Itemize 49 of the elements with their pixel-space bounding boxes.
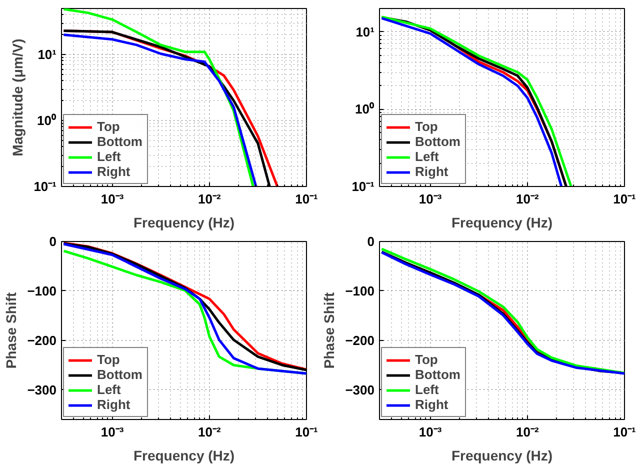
y-tick-label: −100 [27, 283, 57, 298]
legend-label: Right [415, 164, 448, 179]
legend-label: Bottom [97, 367, 142, 382]
x-tick-label: 10⁻² [198, 424, 222, 440]
legend-label: Left [97, 382, 121, 397]
legend-label: Top [415, 119, 438, 134]
x-axis-title: Frequency (Hz) [133, 448, 235, 464]
x-tick-label: 10⁻¹ [613, 192, 636, 206]
y-tick-label: 0 [49, 234, 57, 249]
legend-label: Left [415, 149, 439, 164]
legend-label: Bottom [415, 367, 460, 382]
legend-label: Right [97, 164, 130, 179]
legend-label: Right [415, 397, 448, 412]
y-tick-label: −300 [27, 382, 57, 398]
legend-label: Left [415, 382, 439, 397]
x-tick-label: 10⁻² [516, 424, 540, 440]
y-axis-title: Phase Shift [3, 292, 20, 369]
x-axis-title: Frequency (Hz) [451, 448, 553, 464]
legend-label: Top [97, 119, 120, 134]
x-tick-label: 10⁻³ [100, 424, 124, 440]
legend-label: Top [415, 352, 438, 367]
y-tick-label: 10⁰ [37, 113, 57, 128]
y-tick-label: 10¹ [38, 47, 57, 62]
y-tick-label: −300 [345, 382, 375, 398]
x-tick-label: 10⁻³ [418, 192, 442, 206]
legend-label: Right [97, 397, 130, 412]
y-tick-label: −200 [27, 332, 57, 348]
y-axis-title: Magnitude (μm/V) [10, 38, 26, 156]
y-tick-label: 0 [367, 234, 375, 249]
y-tick-label: 10⁻¹ [352, 179, 375, 194]
x-axis-title: Frequency (Hz) [451, 214, 553, 230]
y-tick-label: −200 [345, 332, 375, 348]
legend-label: Bottom [415, 134, 460, 149]
y-tick-label: 10⁻¹ [34, 179, 57, 194]
y-tick-label: 10¹ [356, 24, 375, 40]
x-tick-label: 10⁻³ [418, 424, 442, 440]
legend-label: Left [97, 149, 121, 164]
y-tick-label: −100 [345, 283, 375, 298]
legend-label: Top [97, 352, 120, 367]
x-tick-label: 10⁻² [516, 192, 540, 206]
x-tick-label: 10⁻¹ [613, 424, 636, 440]
x-tick-label: 10⁻¹ [295, 192, 318, 206]
x-tick-label: 10⁻³ [100, 192, 124, 206]
x-tick-label: 10⁻¹ [295, 424, 318, 440]
y-tick-label: 10⁰ [355, 102, 375, 117]
x-axis-title: Frequency (Hz) [133, 214, 235, 230]
legend-label: Bottom [97, 134, 142, 149]
x-tick-label: 10⁻² [198, 192, 222, 206]
y-axis-title: Phase Shift [321, 292, 338, 369]
